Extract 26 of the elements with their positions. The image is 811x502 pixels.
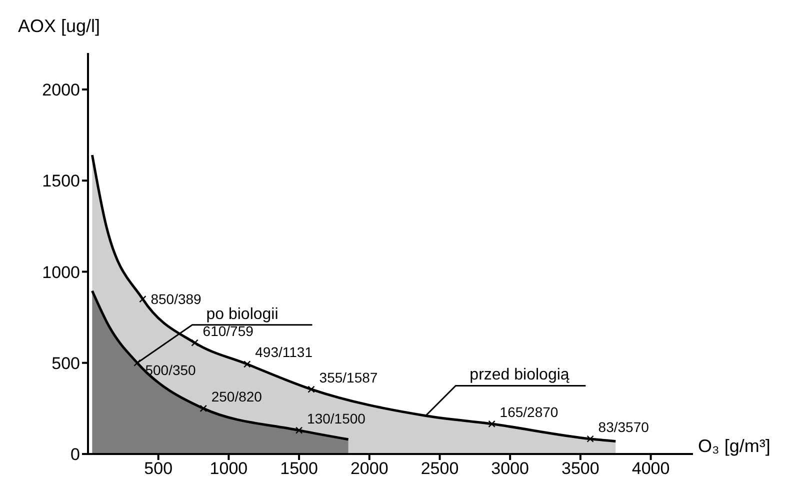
y-tick-label: 1500 <box>42 172 80 191</box>
data-label: 493/1131 <box>255 344 313 360</box>
y-tick-label: 2000 <box>42 80 80 100</box>
y-tick-label: 1000 <box>42 262 80 282</box>
data-label: 165/2870 <box>500 404 558 420</box>
x-tick-label: 3000 <box>491 459 530 478</box>
data-label: 83/3570 <box>598 418 650 435</box>
x-tick-label: 4000 <box>632 459 670 478</box>
data-label: 250/820 <box>211 388 262 404</box>
y-tick-label: 0 <box>70 445 80 464</box>
x-tick-label: 500 <box>144 459 173 478</box>
x-tick-label: 3500 <box>562 459 600 478</box>
data-label: 850/389 <box>150 291 202 308</box>
x-tick-label: 1500 <box>280 459 318 478</box>
text: przed biologią <box>470 366 570 384</box>
x-tick-label: 2500 <box>420 459 459 478</box>
data-label: 355/1587 <box>319 369 378 386</box>
x-tick-label: 1000 <box>210 459 248 478</box>
y-axis-title: AOX [ug/l] <box>18 16 100 37</box>
text: po biologii <box>206 306 278 323</box>
x-tick-label: 2000 <box>350 459 388 478</box>
data-label: 610/759 <box>202 322 254 339</box>
x-axis-title: O₃ [g/m³] <box>698 436 770 457</box>
data-label: 130/1500 <box>307 410 366 426</box>
y-tick-label: 500 <box>52 354 80 373</box>
data-label: 500/350 <box>145 362 196 378</box>
